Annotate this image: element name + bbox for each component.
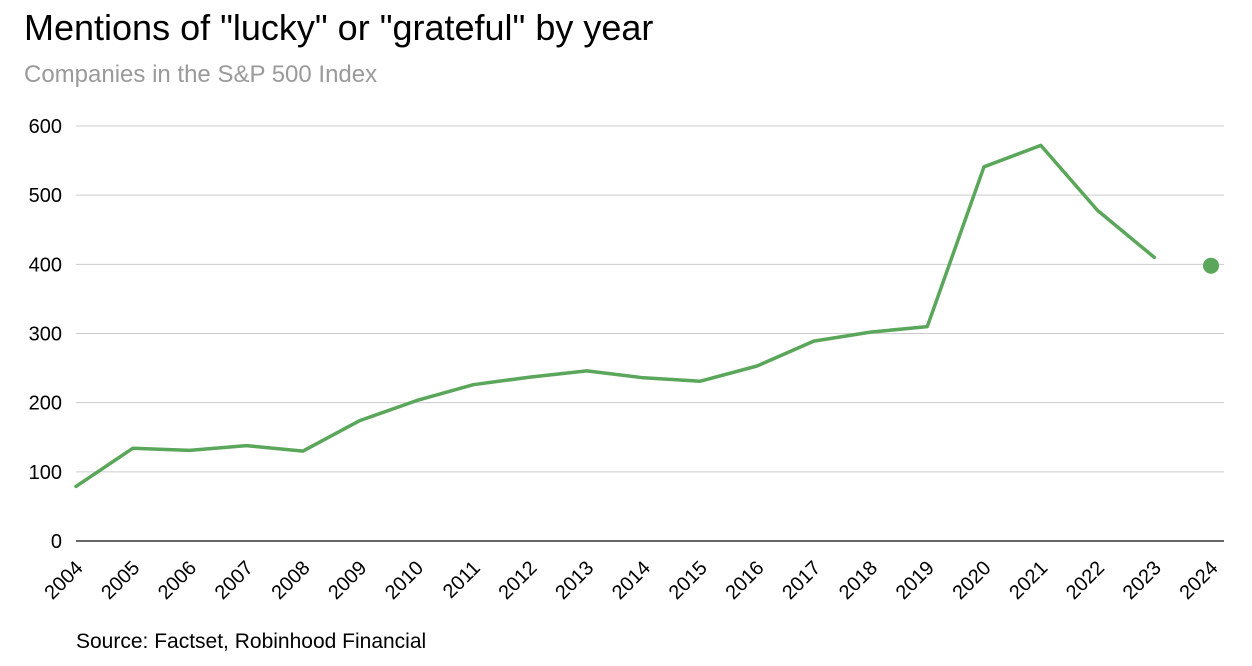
data-point-2014 bbox=[642, 376, 645, 379]
y-tick-label: 600 bbox=[29, 116, 62, 138]
x-tick-label: 2008 bbox=[268, 557, 315, 604]
x-tick-label: 2014 bbox=[608, 557, 655, 604]
x-tick-label: 2010 bbox=[381, 557, 428, 604]
data-point-2018 bbox=[869, 331, 872, 334]
x-tick-label: 2009 bbox=[324, 557, 371, 604]
data-point-2006 bbox=[188, 449, 191, 452]
x-tick-label: 2007 bbox=[211, 557, 258, 604]
x-tick-label: 2024 bbox=[1176, 557, 1223, 604]
data-point-2010 bbox=[415, 399, 418, 402]
data-point-2004 bbox=[74, 485, 77, 488]
x-tick-label: 2012 bbox=[495, 557, 542, 604]
x-tick-label: 2004 bbox=[41, 557, 88, 604]
series-line-0 bbox=[74, 143, 1157, 489]
data-point-2020 bbox=[982, 165, 985, 168]
data-point-2009 bbox=[358, 419, 361, 422]
x-tick-label: 2016 bbox=[722, 557, 769, 604]
y-tick-label: 200 bbox=[29, 393, 62, 415]
y-tick-label: 500 bbox=[29, 185, 62, 207]
chart-title: Mentions of "lucky" or "grateful" by yea… bbox=[24, 7, 654, 48]
data-point-2011 bbox=[472, 383, 475, 386]
x-tick-label: 2022 bbox=[1062, 557, 1109, 604]
gridlines bbox=[76, 125, 1224, 542]
data-point-2017 bbox=[812, 340, 815, 343]
x-tick-label: 2019 bbox=[892, 557, 939, 604]
data-point-2022 bbox=[1096, 209, 1099, 212]
x-tick-label: 2020 bbox=[949, 557, 996, 604]
x-tick-label: 2011 bbox=[439, 557, 485, 603]
x-tick-label: 2013 bbox=[551, 557, 598, 604]
x-tick-label: 2021 bbox=[1005, 557, 1052, 604]
x-tick-label: 2023 bbox=[1119, 557, 1166, 604]
data-point-2016 bbox=[755, 364, 758, 367]
series-layer bbox=[74, 143, 1219, 489]
data-point-2024 bbox=[1203, 257, 1219, 274]
chart-subtitle: Companies in the S&P 500 Index bbox=[24, 61, 378, 88]
x-tick-label: 2006 bbox=[154, 557, 201, 604]
x-tick-label: 2015 bbox=[665, 557, 712, 604]
source-note: Source: Factset, Robinhood Financial bbox=[76, 630, 427, 653]
data-point-2007 bbox=[245, 444, 248, 447]
x-tick-label: 2017 bbox=[778, 557, 825, 604]
data-point-2019 bbox=[926, 325, 929, 328]
data-point-2013 bbox=[585, 369, 588, 372]
y-axis-tick-labels: 0 100 200 300 400 500 600 bbox=[29, 116, 62, 553]
x-axis-tick-labels: 2004 2005 2006 2007 2008 2009 2010 2011 2012 2013… bbox=[41, 557, 1223, 604]
data-point-2008 bbox=[301, 449, 304, 452]
y-tick-label: 400 bbox=[29, 254, 62, 276]
data-point-2023 bbox=[1153, 256, 1156, 259]
y-tick-label: 100 bbox=[29, 462, 62, 484]
y-tick-label: 300 bbox=[29, 324, 62, 346]
data-point-2005 bbox=[131, 447, 134, 450]
y-tick-label: 0 bbox=[51, 531, 62, 553]
x-tick-label: 2005 bbox=[97, 557, 144, 604]
x-tick-label: 2018 bbox=[835, 557, 882, 604]
data-point-2021 bbox=[1039, 144, 1042, 147]
data-point-2012 bbox=[528, 375, 531, 378]
data-point-2015 bbox=[699, 380, 702, 383]
